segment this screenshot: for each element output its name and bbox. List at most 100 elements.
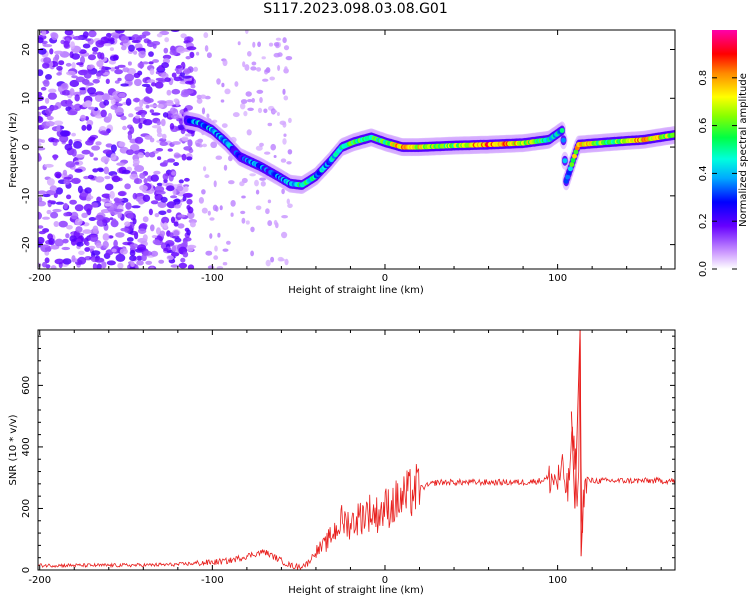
snr-spike (570, 330, 584, 557)
noise-blob (44, 97, 50, 104)
noise-blob (70, 41, 75, 50)
noise-blob (138, 122, 143, 129)
noise-blob (43, 44, 53, 48)
noise-blob (261, 56, 266, 60)
noise-blob (109, 47, 114, 51)
spectrogram-marks (38, 30, 675, 269)
x-tick-label: -200 (28, 575, 51, 586)
noise-blob (187, 211, 195, 220)
noise-blob (150, 224, 155, 232)
noise-blob (101, 65, 106, 74)
noise-blob (254, 179, 259, 187)
noise-blob (177, 124, 186, 130)
noise-blob (52, 208, 62, 213)
noise-blob (82, 43, 91, 49)
noise-blob (95, 141, 102, 146)
noise-blob (271, 110, 278, 113)
y-tick-label: 600 (21, 376, 32, 395)
noise-blob (104, 183, 114, 191)
noise-blob (69, 235, 77, 242)
noise-blob (91, 46, 99, 53)
noise-blob (173, 198, 181, 205)
noise-blob (173, 76, 182, 82)
noise-blob (111, 248, 117, 253)
noise-blob (111, 175, 121, 183)
noise-blob (71, 75, 78, 79)
noise-blob (65, 62, 72, 67)
noise-blob (273, 42, 280, 47)
noise-blob (54, 50, 64, 55)
noise-blob (60, 130, 70, 137)
noise-blob (184, 227, 190, 232)
noise-blob (264, 151, 271, 155)
noise-blob (102, 240, 109, 249)
noise-blob (275, 37, 282, 41)
spectrogram-y-axis-label: Frequency (Hz) (8, 112, 19, 188)
x-tick-label: 100 (548, 273, 567, 284)
noise-blob (53, 120, 64, 126)
noise-blob (164, 77, 171, 82)
noise-blob (114, 107, 124, 115)
noise-blob (286, 161, 292, 165)
snr-ticks: -200 -100 0 100 0 200 400 600 (21, 330, 675, 586)
noise-blob (167, 148, 173, 152)
noise-blob (54, 171, 62, 178)
noise-blob (64, 30, 74, 36)
noise-blob (239, 181, 245, 187)
ridge-core (570, 157, 576, 163)
noise-blob (45, 189, 56, 196)
noise-blob (161, 72, 169, 79)
noise-blob (130, 261, 135, 268)
noise-blob (281, 188, 285, 195)
noise-blob (156, 132, 163, 138)
noise-blob (173, 162, 180, 166)
noise-blob (180, 33, 187, 39)
snr-x-axis-label: Height of straight line (km) (288, 585, 424, 596)
noise-blob (156, 182, 163, 187)
noise-blob (160, 118, 166, 127)
noise-blob (214, 245, 218, 252)
noise-blob (193, 66, 199, 72)
noise-blob (92, 168, 99, 173)
noise-blob (280, 158, 287, 163)
noise-blob (77, 256, 87, 265)
noise-blob (156, 120, 161, 126)
noise-blob (178, 118, 184, 125)
noise-blob (131, 40, 141, 44)
noise-blob (71, 53, 81, 60)
noise-blob (132, 158, 140, 166)
noise-blob (149, 266, 155, 269)
noise-blob (88, 217, 97, 221)
noise-blob (61, 246, 71, 251)
noise-blob (174, 154, 184, 158)
noise-blob (176, 185, 184, 192)
noise-blob (161, 216, 170, 224)
noise-blob (42, 62, 50, 69)
noise-blob (49, 48, 54, 55)
noise-blob (284, 258, 289, 266)
noise-blob (165, 101, 174, 106)
noise-blob (141, 83, 151, 87)
noise-blob (134, 136, 144, 144)
noise-blob (47, 200, 56, 204)
noise-blob (221, 82, 225, 88)
noise-blob (145, 98, 154, 103)
noise-blob (131, 205, 141, 209)
x-tick-label: -100 (201, 575, 224, 586)
y-tick-label: 400 (21, 437, 32, 456)
noise-blob (92, 109, 101, 117)
x-tick-label: -100 (201, 273, 224, 284)
noise-blob (250, 226, 255, 233)
noise-blob (171, 171, 176, 176)
x-tick-label: 0 (382, 273, 388, 284)
noise-blob (153, 170, 161, 175)
colorbar-tick-label: 0.8 (698, 70, 709, 86)
ridge-core (567, 166, 573, 172)
noise-blob (95, 176, 105, 183)
noise-blob (209, 233, 213, 239)
noise-blob (117, 262, 124, 269)
noise-blob (178, 179, 184, 184)
snr-panel: -200 -100 0 100 0 200 400 600 Height of straigh… (8, 329, 676, 596)
noise-blob (44, 163, 54, 168)
